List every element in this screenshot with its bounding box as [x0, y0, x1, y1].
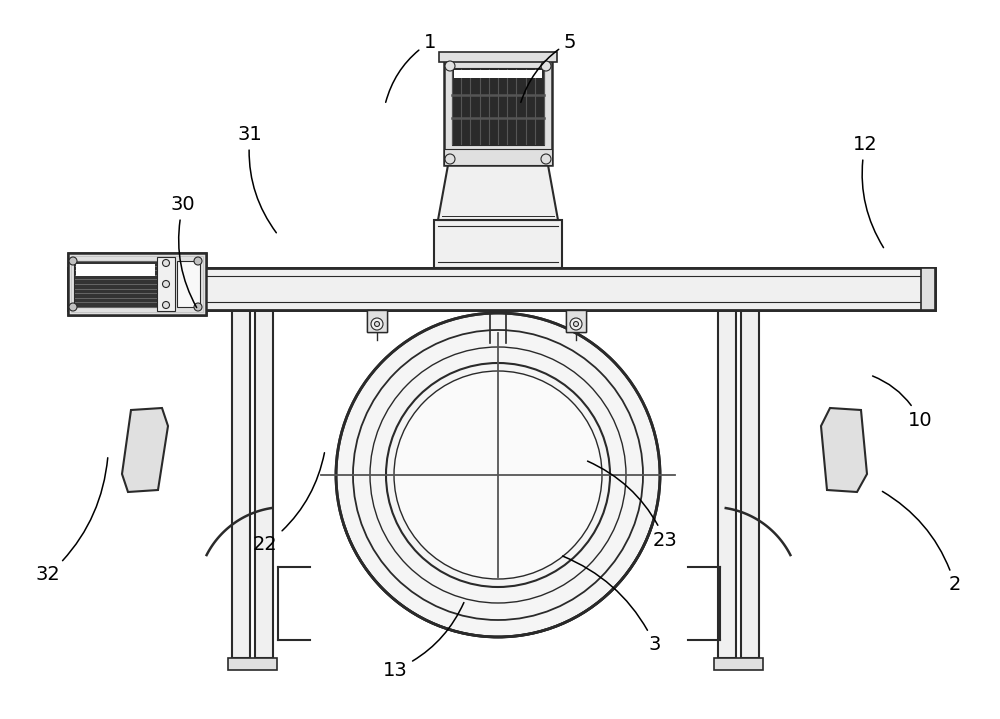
Circle shape — [162, 280, 170, 288]
Bar — [566, 310, 586, 332]
Bar — [71, 256, 203, 312]
Bar — [157, 257, 175, 311]
Bar — [68, 268, 935, 310]
Text: 30: 30 — [171, 196, 197, 308]
Text: 3: 3 — [563, 556, 661, 654]
Bar — [74, 261, 157, 307]
Circle shape — [394, 371, 602, 579]
Bar — [444, 60, 552, 165]
Circle shape — [374, 321, 380, 326]
Circle shape — [162, 301, 170, 308]
Bar — [452, 68, 544, 145]
Bar — [228, 658, 277, 670]
Bar — [71, 256, 203, 312]
Text: 32: 32 — [36, 458, 108, 585]
Polygon shape — [438, 165, 558, 220]
Text: 23: 23 — [588, 461, 677, 549]
Bar — [439, 52, 557, 62]
Bar — [434, 220, 562, 268]
Bar — [921, 268, 935, 310]
Circle shape — [374, 321, 380, 326]
Bar — [454, 70, 542, 78]
Bar — [255, 310, 273, 658]
Circle shape — [194, 303, 202, 311]
Circle shape — [162, 280, 170, 288]
Bar — [76, 264, 155, 276]
Circle shape — [445, 61, 455, 71]
Circle shape — [570, 318, 582, 330]
Text: 5: 5 — [521, 32, 576, 102]
Circle shape — [69, 303, 77, 311]
Bar — [177, 261, 200, 307]
Circle shape — [541, 154, 551, 164]
Bar — [68, 268, 935, 310]
Bar — [74, 261, 157, 307]
Bar — [68, 253, 206, 315]
Bar — [177, 261, 200, 307]
Circle shape — [194, 257, 202, 265]
Bar — [921, 268, 935, 310]
Bar — [367, 310, 387, 332]
Bar — [566, 310, 586, 332]
Circle shape — [371, 318, 383, 330]
Bar — [157, 257, 175, 311]
Text: 31: 31 — [238, 126, 276, 233]
Circle shape — [194, 257, 202, 265]
Circle shape — [162, 301, 170, 308]
Circle shape — [570, 318, 582, 330]
Bar — [68, 253, 206, 315]
Text: 22: 22 — [253, 453, 324, 554]
Bar — [76, 264, 155, 276]
Circle shape — [162, 260, 170, 267]
Bar — [718, 310, 736, 658]
Circle shape — [194, 303, 202, 311]
Text: 1: 1 — [386, 32, 436, 102]
Circle shape — [69, 303, 77, 311]
Polygon shape — [122, 408, 168, 492]
Circle shape — [574, 321, 578, 326]
Circle shape — [541, 61, 551, 71]
Text: 10: 10 — [873, 376, 932, 429]
Circle shape — [371, 318, 383, 330]
Circle shape — [162, 260, 170, 267]
Circle shape — [336, 313, 660, 637]
Circle shape — [574, 321, 578, 326]
Bar — [741, 310, 759, 658]
Text: 2: 2 — [882, 491, 961, 595]
Bar — [232, 310, 250, 658]
Bar — [444, 149, 552, 165]
Bar — [367, 310, 387, 332]
Bar — [714, 658, 763, 670]
Circle shape — [69, 257, 77, 265]
Circle shape — [69, 257, 77, 265]
Circle shape — [445, 154, 455, 164]
Polygon shape — [821, 408, 867, 492]
Text: 13: 13 — [383, 603, 464, 679]
Text: 12: 12 — [853, 135, 884, 247]
